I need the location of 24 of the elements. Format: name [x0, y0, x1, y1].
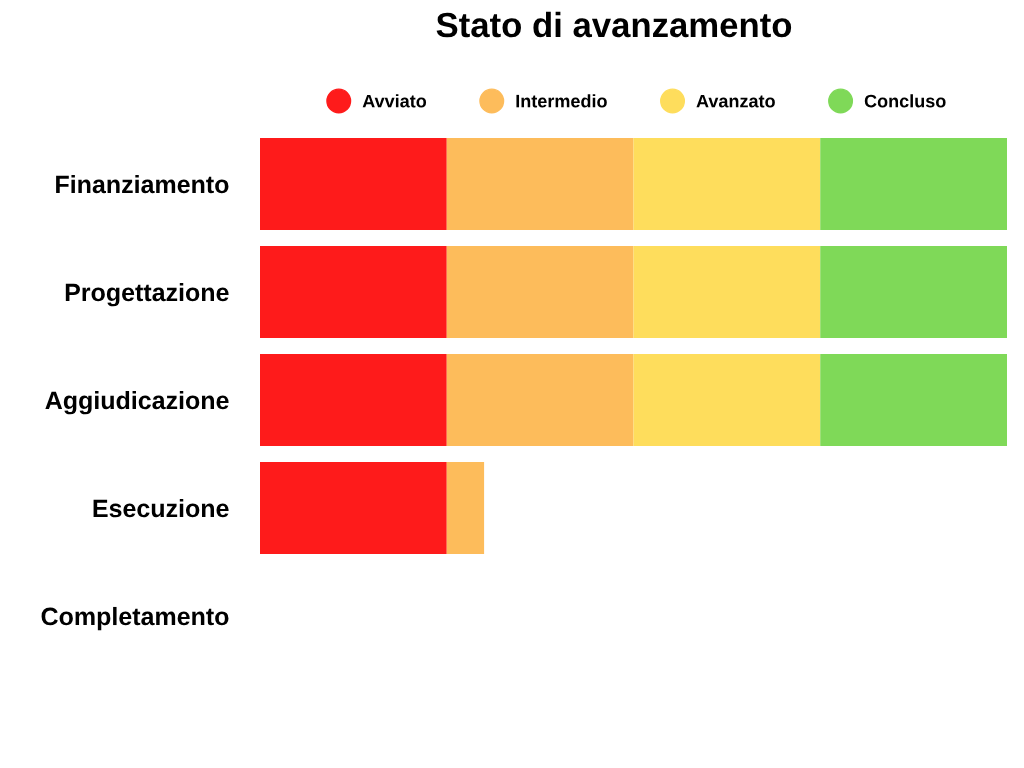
chart-title: Stato di avanzamento: [436, 11, 792, 38]
legend-label: Avviato: [362, 94, 427, 108]
bar: [633, 138, 821, 230]
bar: [260, 138, 447, 230]
bar: [446, 138, 634, 230]
legend-label: Concluso: [864, 94, 946, 108]
bar: [446, 462, 485, 554]
bar: [820, 354, 1007, 446]
bar: [446, 354, 634, 446]
bar: [820, 246, 1007, 338]
bar: [260, 462, 447, 554]
y-tick-label: Aggiudicazione: [45, 390, 229, 415]
y-tick-label: Esecuzione: [93, 498, 229, 518]
y-tick-label: Finanziamento: [56, 174, 229, 194]
bar: [633, 246, 821, 338]
y-tick-label: Progettazione: [65, 282, 229, 307]
y-tick-label: Completamento: [41, 606, 229, 631]
bar: [446, 246, 634, 338]
legend-label: Avanzato: [696, 94, 775, 108]
legend-label: Intermedio: [516, 94, 607, 108]
bar: [260, 246, 447, 338]
bar: [260, 354, 447, 446]
bar: [820, 138, 1007, 230]
bar: [633, 354, 821, 446]
